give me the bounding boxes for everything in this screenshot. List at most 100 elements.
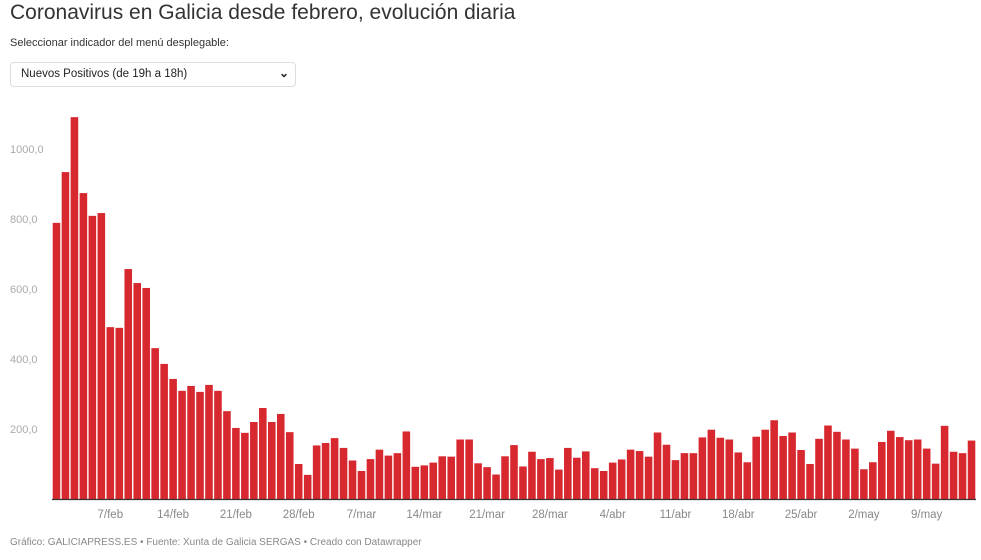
bar[interactable] (698, 437, 707, 499)
bar[interactable] (842, 439, 850, 500)
bar[interactable] (375, 449, 384, 499)
bar[interactable] (402, 431, 411, 499)
bar[interactable] (626, 449, 635, 499)
bar[interactable] (223, 411, 231, 499)
bar[interactable] (573, 457, 581, 499)
bar[interactable] (492, 474, 500, 500)
bar[interactable] (519, 466, 527, 499)
bar[interactable] (815, 438, 823, 499)
bar[interactable] (922, 448, 931, 499)
bar[interactable] (384, 455, 393, 499)
bar[interactable] (169, 378, 177, 499)
bar[interactable] (653, 432, 662, 500)
bar[interactable] (232, 427, 240, 499)
bar[interactable] (501, 456, 509, 499)
bar[interactable] (734, 452, 743, 499)
bar[interactable] (599, 471, 608, 499)
bar[interactable] (303, 474, 312, 499)
bar[interactable] (133, 283, 142, 499)
bar[interactable] (142, 287, 150, 499)
bar[interactable] (546, 458, 554, 499)
bar[interactable] (528, 451, 536, 499)
bar[interactable] (151, 348, 159, 499)
bar[interactable] (393, 453, 402, 499)
bar[interactable] (483, 467, 491, 499)
bar[interactable] (806, 464, 814, 499)
bar[interactable] (680, 453, 689, 499)
bar[interactable] (824, 425, 832, 500)
bar[interactable] (106, 327, 115, 499)
bar[interactable] (797, 450, 805, 499)
bar[interactable] (913, 439, 922, 500)
bar[interactable] (115, 327, 124, 499)
bar[interactable] (752, 436, 760, 499)
bar[interactable] (671, 460, 680, 499)
bar[interactable] (366, 459, 375, 499)
bar[interactable] (537, 459, 545, 499)
bar[interactable] (788, 432, 796, 500)
bar[interactable] (70, 117, 79, 500)
bar[interactable] (833, 431, 841, 499)
bar[interactable] (268, 422, 276, 499)
bar[interactable] (707, 429, 716, 499)
bar[interactable] (564, 447, 572, 499)
bar[interactable] (294, 464, 303, 499)
bar[interactable] (967, 440, 976, 499)
bar[interactable] (608, 462, 617, 499)
bar[interactable] (357, 471, 366, 499)
bar[interactable] (52, 222, 61, 499)
bar[interactable] (61, 172, 70, 499)
bar[interactable] (904, 440, 913, 499)
bar[interactable] (339, 447, 348, 499)
bar[interactable] (276, 413, 285, 499)
bar[interactable] (725, 439, 734, 500)
bar[interactable] (79, 193, 88, 499)
bar[interactable] (205, 384, 213, 499)
bar[interactable] (321, 443, 330, 499)
bar[interactable] (555, 469, 563, 499)
bar[interactable] (761, 429, 769, 499)
bar[interactable] (241, 432, 249, 499)
bar[interactable] (196, 391, 204, 499)
bar[interactable] (474, 463, 482, 499)
bar[interactable] (779, 436, 787, 499)
bar[interactable] (644, 456, 653, 499)
bar[interactable] (895, 437, 904, 499)
bar[interactable] (348, 460, 357, 500)
bar[interactable] (447, 456, 455, 499)
bar[interactable] (581, 451, 590, 499)
bar[interactable] (716, 437, 725, 499)
bar[interactable] (214, 390, 222, 499)
bar[interactable] (178, 390, 186, 499)
bar[interactable] (617, 459, 626, 499)
bar[interactable] (662, 444, 671, 499)
bar[interactable] (940, 425, 949, 499)
bar[interactable] (160, 363, 168, 499)
bar[interactable] (411, 466, 420, 499)
bar[interactable] (187, 385, 195, 499)
bar[interactable] (949, 451, 958, 499)
bar[interactable] (429, 462, 438, 499)
bar[interactable] (438, 456, 447, 499)
bar[interactable] (420, 465, 429, 499)
bar[interactable] (743, 462, 752, 499)
bar[interactable] (124, 269, 133, 499)
bar[interactable] (465, 439, 473, 500)
bar[interactable] (851, 448, 859, 499)
bar[interactable] (510, 445, 518, 499)
bar[interactable] (590, 468, 599, 499)
bar[interactable] (958, 453, 967, 499)
bar[interactable] (456, 439, 464, 500)
bar[interactable] (689, 453, 698, 499)
bar[interactable] (312, 445, 321, 499)
bar[interactable] (878, 441, 886, 499)
bar[interactable] (330, 438, 339, 499)
bar[interactable] (860, 469, 868, 499)
indicator-dropdown[interactable]: Nuevos Positivos (de 19h a 18h) ⌄ (10, 62, 296, 87)
bar[interactable] (869, 462, 877, 499)
bar[interactable] (259, 408, 267, 499)
bar[interactable] (931, 463, 940, 499)
bar[interactable] (88, 215, 97, 499)
bar[interactable] (97, 213, 106, 500)
bar[interactable] (770, 420, 778, 499)
